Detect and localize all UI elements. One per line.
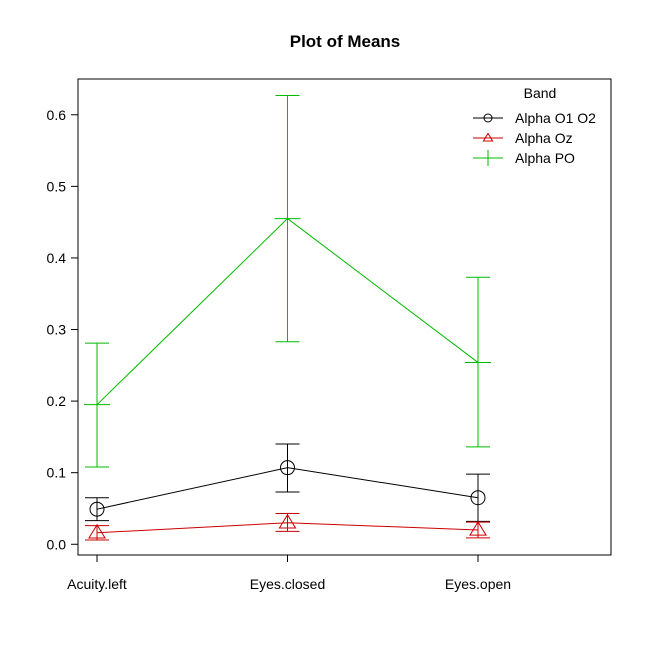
legend-label: Alpha PO [515,150,575,166]
data-point [84,391,110,418]
data-point [465,349,491,376]
data-point [469,520,487,536]
data-point [274,205,301,232]
x-axis: Acuity.left Eyes.closed Eyes.open [67,555,511,592]
legend-marker-circle-icon [483,113,493,123]
y-tick-label: 0.6 [47,107,67,123]
chart-title: Plot of Means [290,32,401,51]
series-alpha-o1-o2 [85,443,490,522]
y-tick-label: 0.4 [47,250,67,266]
legend-title: Band [524,85,557,101]
data-point [280,460,295,476]
plot-frame [77,78,612,556]
series-alpha-po [84,94,491,468]
data-point [89,501,105,517]
legend-marker-triangle-icon [482,132,494,142]
legend-marker-plus-icon [480,150,496,166]
series-layer [84,94,491,541]
data-point [278,513,297,529]
legend: Band Alpha O1 O2 Alpha Oz Alpha PO [473,85,596,166]
x-tick-label: Acuity.left [67,576,127,592]
y-tick-label: 0.3 [47,322,67,338]
y-tick-label: 0.5 [47,178,67,194]
y-tick-label: 0.1 [47,465,67,481]
legend-label: Alpha Oz [515,130,573,146]
y-tick-label: 0.2 [47,393,67,409]
y-axis: 0.0 0.1 0.2 0.3 0.4 0.5 0.6 [47,107,78,552]
data-point [470,490,486,506]
x-tick-label: Eyes.open [445,576,511,592]
x-tick-label: Eyes.closed [250,576,325,592]
legend-label: Alpha O1 O2 [515,110,596,126]
series-alpha-oz [85,512,490,541]
data-point [88,523,106,539]
y-tick-label: 0.0 [47,536,67,552]
